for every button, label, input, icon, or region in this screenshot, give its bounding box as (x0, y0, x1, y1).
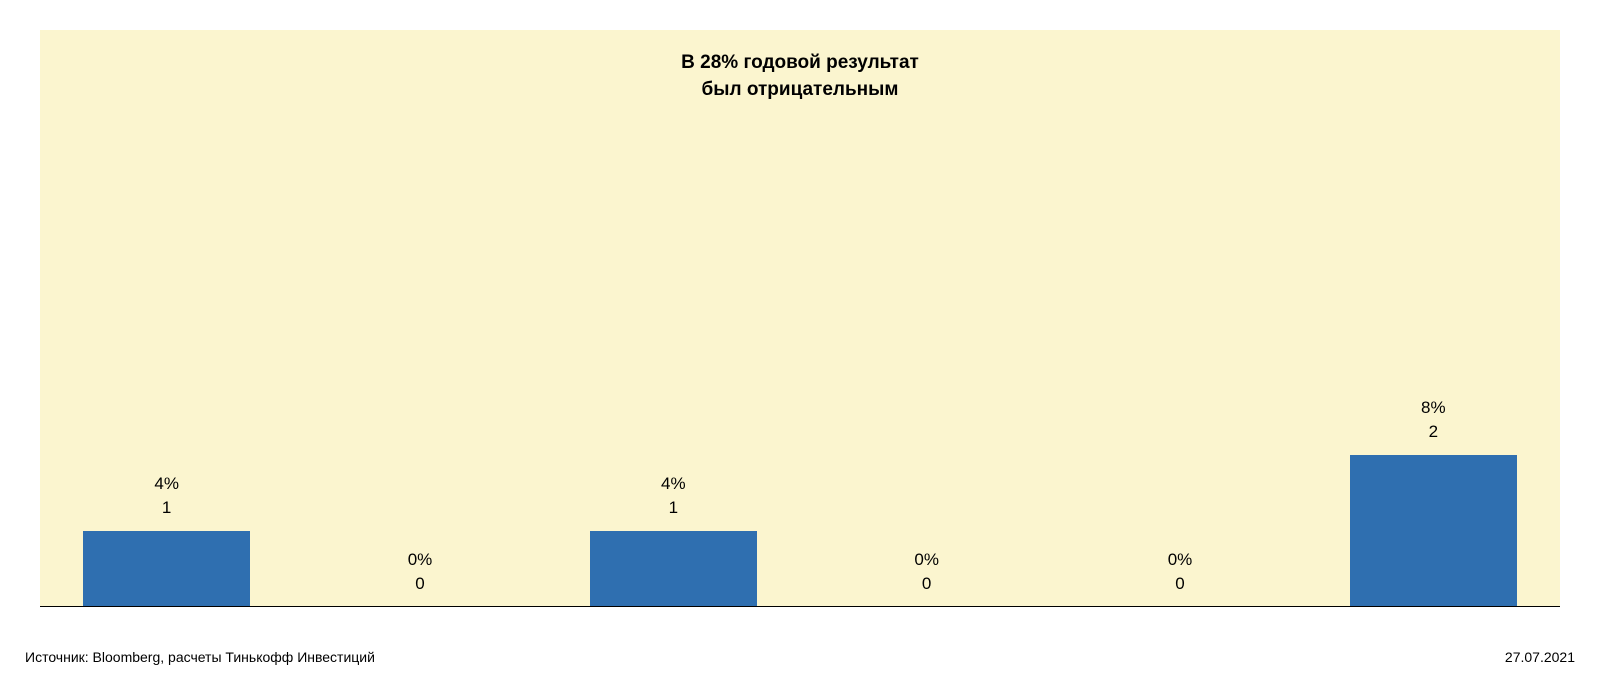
bar-column: 0%0 (293, 30, 546, 607)
bar-column: 8%2 (1307, 30, 1560, 607)
bar-percent-label: 4% (661, 472, 686, 497)
source-text: Источник: Bloomberg, расчеты Тинькофф Ин… (25, 649, 375, 665)
bar-column: 4%1 (40, 30, 293, 607)
bar-percent-label: 8% (1421, 396, 1446, 421)
bar-column: 4%1 (547, 30, 800, 607)
region-negative: В 28% годовой результат был отрицательны… (40, 30, 1560, 607)
bar-percent-label: 0% (408, 548, 433, 573)
bar-count-label: 2 (1429, 420, 1438, 445)
region-title-negative: В 28% годовой результат был отрицательны… (40, 50, 1560, 103)
bar-percent-label: 0% (914, 548, 939, 573)
chart-footer: Источник: Bloomberg, расчеты Тинькофф Ин… (25, 649, 1575, 665)
date-text: 27.07.2021 (1505, 649, 1575, 665)
bar-value-labels: 0%0 (1168, 548, 1193, 597)
bar-column: 0%0 (1053, 30, 1306, 607)
bar-count-label: 1 (669, 496, 678, 521)
bar-value-labels: 0%0 (408, 548, 433, 597)
bar-column: 0%0 (800, 30, 1053, 607)
bar-percent-label: 0% (1168, 548, 1193, 573)
bar-count-label: 1 (162, 496, 171, 521)
bar-value-labels: 0%0 (914, 548, 939, 597)
bar-count-label: 0 (1175, 572, 1184, 597)
bar-rect (83, 531, 250, 607)
chart-plot-area: В 28% годовой результат был отрицательны… (40, 30, 1560, 607)
bar-percent-label: 4% (154, 472, 179, 497)
x-axis-labels (40, 607, 1560, 651)
bar-rect (1350, 455, 1517, 607)
bar-rect (590, 531, 757, 607)
bar-count-label: 0 (415, 572, 424, 597)
bar-count-label: 0 (922, 572, 931, 597)
bar-value-labels: 4%1 (154, 472, 179, 521)
bar-value-labels: 8%2 (1421, 396, 1446, 445)
bar-value-labels: 4%1 (661, 472, 686, 521)
